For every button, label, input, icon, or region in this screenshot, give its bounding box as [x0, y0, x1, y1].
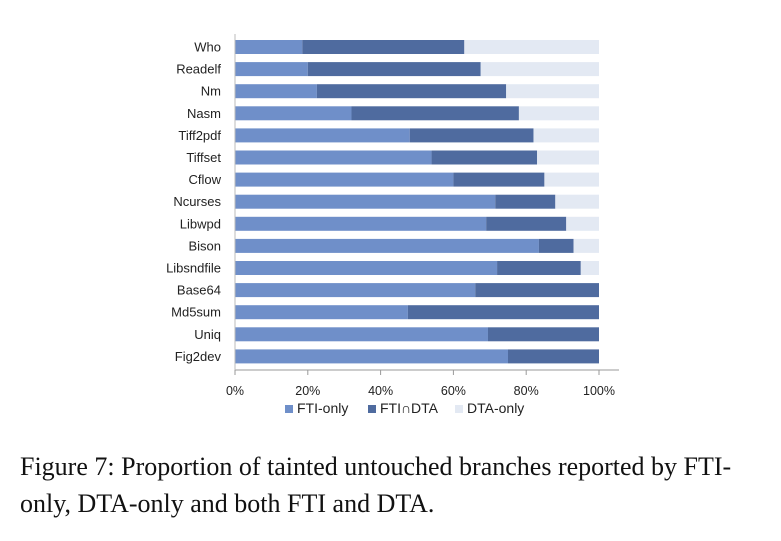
legend-swatch-2 — [455, 405, 463, 413]
bar-readelf-series-2 — [480, 62, 599, 77]
bar-md5sum-series-0 — [235, 305, 408, 320]
category-label-uniq: Uniq — [194, 327, 221, 342]
bar-libsndfile-series-1 — [497, 261, 581, 275]
bar-cflow-series-0 — [235, 172, 454, 187]
bar-nasm-series-1 — [351, 106, 519, 121]
legend-label-1: FTI∩DTA — [380, 400, 439, 416]
category-label-nasm: Nasm — [187, 106, 221, 121]
x-tick-label: 80% — [514, 384, 539, 398]
legend-label-0: FTI-only — [297, 400, 348, 416]
bar-tiffset-series-1 — [431, 150, 538, 165]
bar-who-series-2 — [464, 40, 599, 54]
category-label-tiffset: Tiffset — [186, 150, 221, 165]
bar-uniq-series-1 — [487, 327, 599, 342]
bar-ncurses-series-0 — [235, 194, 496, 209]
category-label-who: Who — [194, 40, 221, 55]
bar-tiffset-series-2 — [537, 150, 599, 165]
category-label-libsndfile: Libsndfile — [166, 261, 221, 276]
bar-nm-series-1 — [316, 84, 507, 99]
bar-ncurses-series-1 — [495, 194, 556, 209]
category-labels: Who Readelf Nm Nasm Tiff2pdf Tiffset Cflow Ncur… — [166, 40, 222, 364]
category-label-md5sum: Md5sum — [171, 305, 221, 320]
bar-cflow-series-1 — [453, 172, 545, 187]
x-tick-label: 20% — [295, 384, 320, 398]
bar-nm-series-0 — [235, 84, 317, 99]
bar-base64-series-0 — [235, 283, 476, 298]
bar-uniq-series-0 — [235, 327, 488, 342]
bar-ncurses-series-2 — [555, 194, 599, 209]
bar-libwpd-series-1 — [486, 216, 567, 231]
category-label-tiff2pdf: Tiff2pdf — [178, 128, 221, 143]
bar-nm-series-2 — [506, 84, 599, 99]
bar-tiff2pdf-series-0 — [235, 128, 410, 143]
bar-libwpd-series-0 — [235, 216, 487, 231]
category-label-ncurses: Ncurses — [173, 194, 221, 209]
bar-nasm-series-0 — [235, 106, 352, 121]
bar-fig2dev-series-1 — [508, 349, 599, 364]
chart-figure: Who Readelf Nm Nasm Tiff2pdf Tiffset Cflow Ncur… — [166, 34, 619, 416]
x-tick-label: 0% — [226, 384, 244, 398]
category-label-base64: Base64 — [177, 283, 221, 298]
bar-md5sum-series-1 — [407, 305, 599, 320]
bar-tiff2pdf-series-1 — [409, 128, 534, 143]
bar-bison-series-2 — [573, 238, 599, 253]
bar-who-series-1 — [302, 40, 465, 54]
bar-fig2dev-series-0 — [235, 349, 508, 364]
legend-swatch-1 — [368, 405, 376, 413]
bar-readelf-series-1 — [307, 62, 481, 77]
bar-who-series-0 — [235, 40, 303, 54]
bar-libsndfile-series-2 — [580, 261, 599, 275]
bar-libsndfile-series-0 — [235, 261, 498, 275]
category-label-readelf: Readelf — [176, 62, 221, 77]
bar-base64-series-1 — [475, 283, 599, 298]
bar-cflow-series-2 — [544, 172, 599, 187]
category-label-cflow: Cflow — [188, 172, 221, 187]
bars-group — [235, 40, 599, 364]
x-tick-label: 40% — [368, 384, 393, 398]
bar-libwpd-series-2 — [566, 216, 599, 231]
bar-readelf-series-0 — [235, 62, 308, 77]
x-tick-label: 100% — [583, 384, 615, 398]
category-label-bison: Bison — [188, 238, 221, 253]
bar-nasm-series-2 — [518, 106, 599, 121]
legend-swatch-0 — [285, 405, 293, 413]
figure-caption: Figure 7: Proportion of tainted untouche… — [20, 452, 732, 518]
bar-tiffset-series-0 — [235, 150, 432, 165]
category-label-nm: Nm — [201, 84, 221, 99]
category-label-fig2dev: Fig2dev — [175, 349, 222, 364]
legend-label-2: DTA-only — [467, 400, 524, 416]
stacked-bar-chart: Who Readelf Nm Nasm Tiff2pdf Tiffset Cflow Ncur… — [166, 34, 619, 416]
bar-bison-series-1 — [538, 238, 574, 253]
category-label-libwpd: Libwpd — [180, 216, 221, 231]
x-tick-label: 60% — [441, 384, 466, 398]
legend: FTI-only FTI∩DTA DTA-only — [285, 400, 524, 416]
bar-tiff2pdf-series-2 — [533, 128, 599, 143]
bar-bison-series-0 — [235, 238, 539, 253]
x-axis: 0% 20% 40% 60% 80% 100% — [226, 34, 619, 398]
